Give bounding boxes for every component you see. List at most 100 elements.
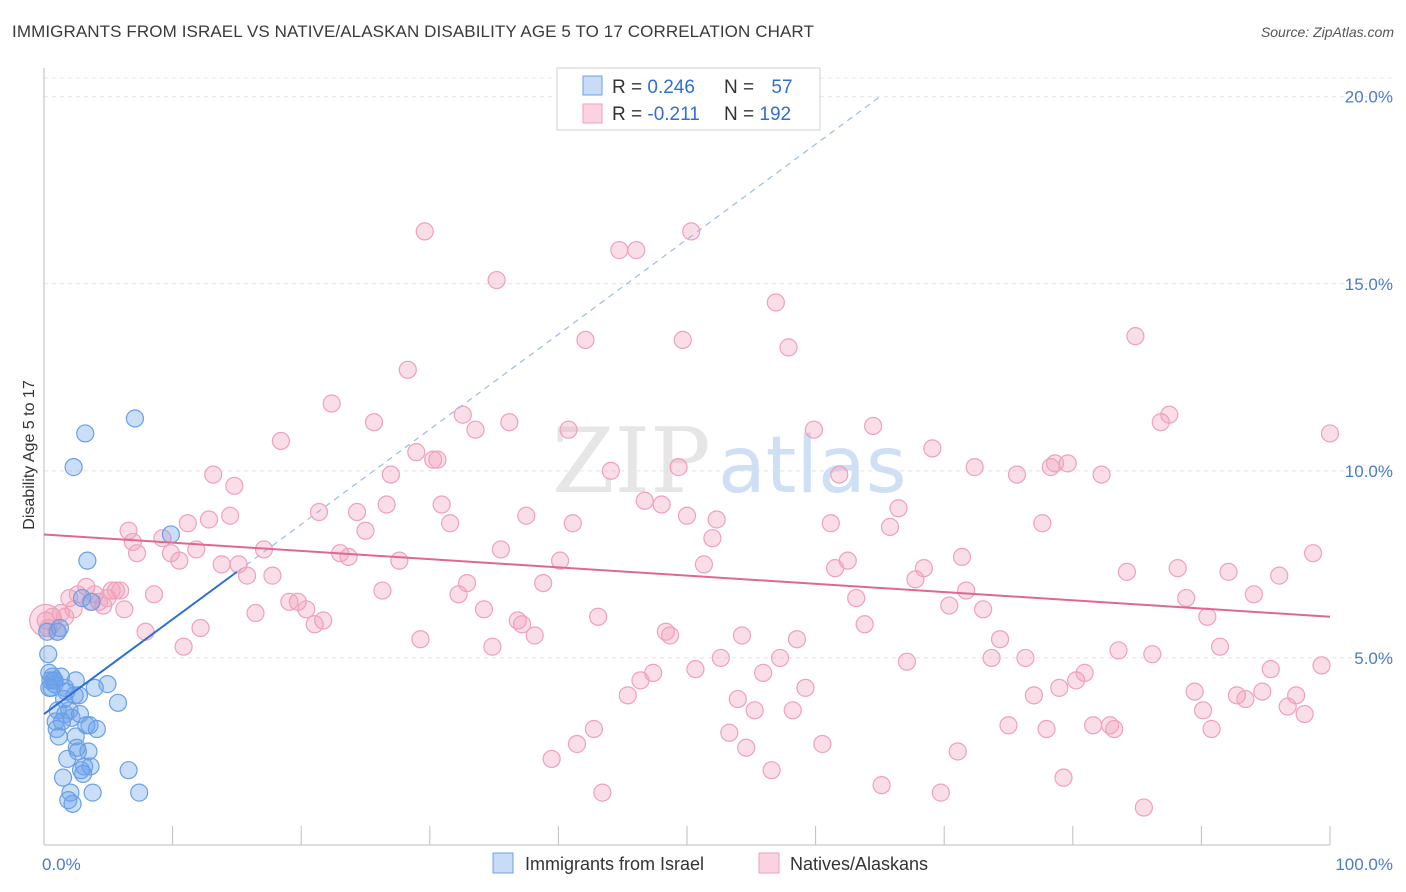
data-point-israel [76, 424, 95, 443]
y-axis-label: Disability Age 5 to 17 [21, 380, 38, 530]
legend-r-label: R = [612, 77, 647, 98]
data-point-israel [87, 719, 106, 739]
data-point-natives [309, 502, 329, 522]
legend-n-label: N = [724, 104, 759, 125]
data-point-natives [1312, 656, 1331, 675]
data-point-natives [491, 540, 510, 559]
data-point-natives [1287, 686, 1306, 705]
data-point-israel [72, 588, 92, 608]
data-point-natives [525, 626, 544, 645]
data-point-natives [1193, 701, 1213, 720]
legend-row-natives: R = -0.211 [612, 104, 700, 125]
data-point-natives [1117, 562, 1137, 581]
israel-points [38, 409, 181, 813]
data-point-natives [766, 293, 785, 312]
data-point-natives [589, 607, 608, 626]
data-point-natives [466, 420, 485, 439]
data-point-natives [610, 241, 629, 260]
data-point-natives [428, 450, 447, 469]
data-point-israel [83, 783, 102, 802]
legend-r-label: R = [612, 104, 647, 125]
data-point-israel [98, 675, 117, 694]
data-point-natives [694, 555, 714, 574]
data-point-natives [847, 588, 866, 608]
x-tick-label: 0.0% [42, 855, 81, 874]
y-tick-label: 5.0% [1354, 649, 1393, 668]
data-point-natives [1075, 663, 1094, 682]
data-point-natives [1109, 641, 1128, 660]
data-point-natives [1050, 678, 1069, 697]
data-point-natives [415, 222, 434, 241]
data-point-israel [161, 525, 181, 544]
data-point-natives [1084, 716, 1103, 735]
data-point-natives [542, 749, 561, 769]
data-point-natives [669, 458, 688, 477]
data-point-israel [79, 742, 98, 761]
trend-line-israel-extension [236, 96, 881, 573]
data-point-natives [1303, 544, 1323, 563]
series-legend: Immigrants from Israel Natives/Alaskans [492, 852, 928, 874]
data-point-natives [424, 450, 443, 469]
data-point-natives [512, 615, 532, 634]
data-point-natives [364, 413, 384, 432]
data-point-natives [779, 338, 798, 357]
data-point-natives [618, 686, 637, 705]
series-swatch-natives [758, 852, 780, 874]
data-point-natives [407, 443, 426, 462]
data-point-natives [1126, 327, 1145, 346]
data-point-israel [125, 409, 145, 428]
natives-points [29, 222, 1340, 817]
data-point-natives [29, 603, 63, 638]
data-point-natives [106, 581, 126, 600]
data-point-natives [550, 551, 570, 570]
data-point-natives [170, 551, 189, 570]
data-point-natives [212, 555, 231, 574]
data-point-natives [356, 521, 375, 540]
data-point-israel [81, 757, 100, 776]
data-point-natives [652, 495, 671, 514]
data-point-natives [390, 551, 409, 570]
trend-lines [43, 96, 1331, 715]
data-point-natives [115, 600, 134, 619]
data-point-natives [457, 573, 477, 593]
data-point-natives [783, 701, 802, 720]
data-point-natives [483, 637, 502, 656]
legend-n-value: 192 [759, 104, 791, 125]
data-point-natives [221, 506, 240, 525]
x-tick-labels: 0.0% 100.0% [42, 855, 1393, 874]
data-point-natives [225, 476, 244, 495]
data-point-natives [136, 622, 155, 641]
data-point-natives [1134, 798, 1153, 817]
legend-n-value: 57 [771, 77, 792, 98]
data-point-israel [53, 768, 73, 787]
y-tick-labels: 5.0% 10.0% 15.0% 20.0% [1345, 88, 1393, 668]
data-point-natives [576, 330, 595, 350]
trend-line-israel [43, 571, 238, 715]
legend-row-israel: R = 0.246 [612, 77, 695, 98]
data-point-natives [1160, 405, 1179, 424]
data-point-natives [1054, 768, 1073, 787]
data-point-israel [65, 686, 84, 705]
data-point-natives [931, 783, 950, 802]
data-point-natives [838, 551, 857, 570]
data-point-natives [940, 596, 959, 615]
data-point-natives [453, 405, 472, 424]
data-point-israel [56, 678, 75, 697]
x-tick-label: 100.0% [1335, 855, 1393, 874]
data-point-natives [754, 663, 773, 682]
legend-r-value: -0.211 [647, 104, 699, 125]
data-point-israel [119, 761, 138, 780]
legend-swatch-israel [582, 75, 603, 96]
series-label-natives: Natives/Alaskans [790, 854, 928, 874]
data-point-natives [830, 465, 849, 484]
data-point-natives [246, 603, 265, 623]
data-point-natives [673, 330, 692, 350]
y-tick-label: 15.0% [1345, 275, 1393, 294]
data-point-natives [1202, 719, 1221, 739]
data-point-natives [314, 611, 333, 630]
data-point-natives [1007, 465, 1027, 484]
data-point-natives [745, 701, 764, 720]
data-point-israel [64, 458, 83, 477]
data-point-natives [1198, 607, 1217, 626]
data-point-natives [322, 394, 341, 413]
